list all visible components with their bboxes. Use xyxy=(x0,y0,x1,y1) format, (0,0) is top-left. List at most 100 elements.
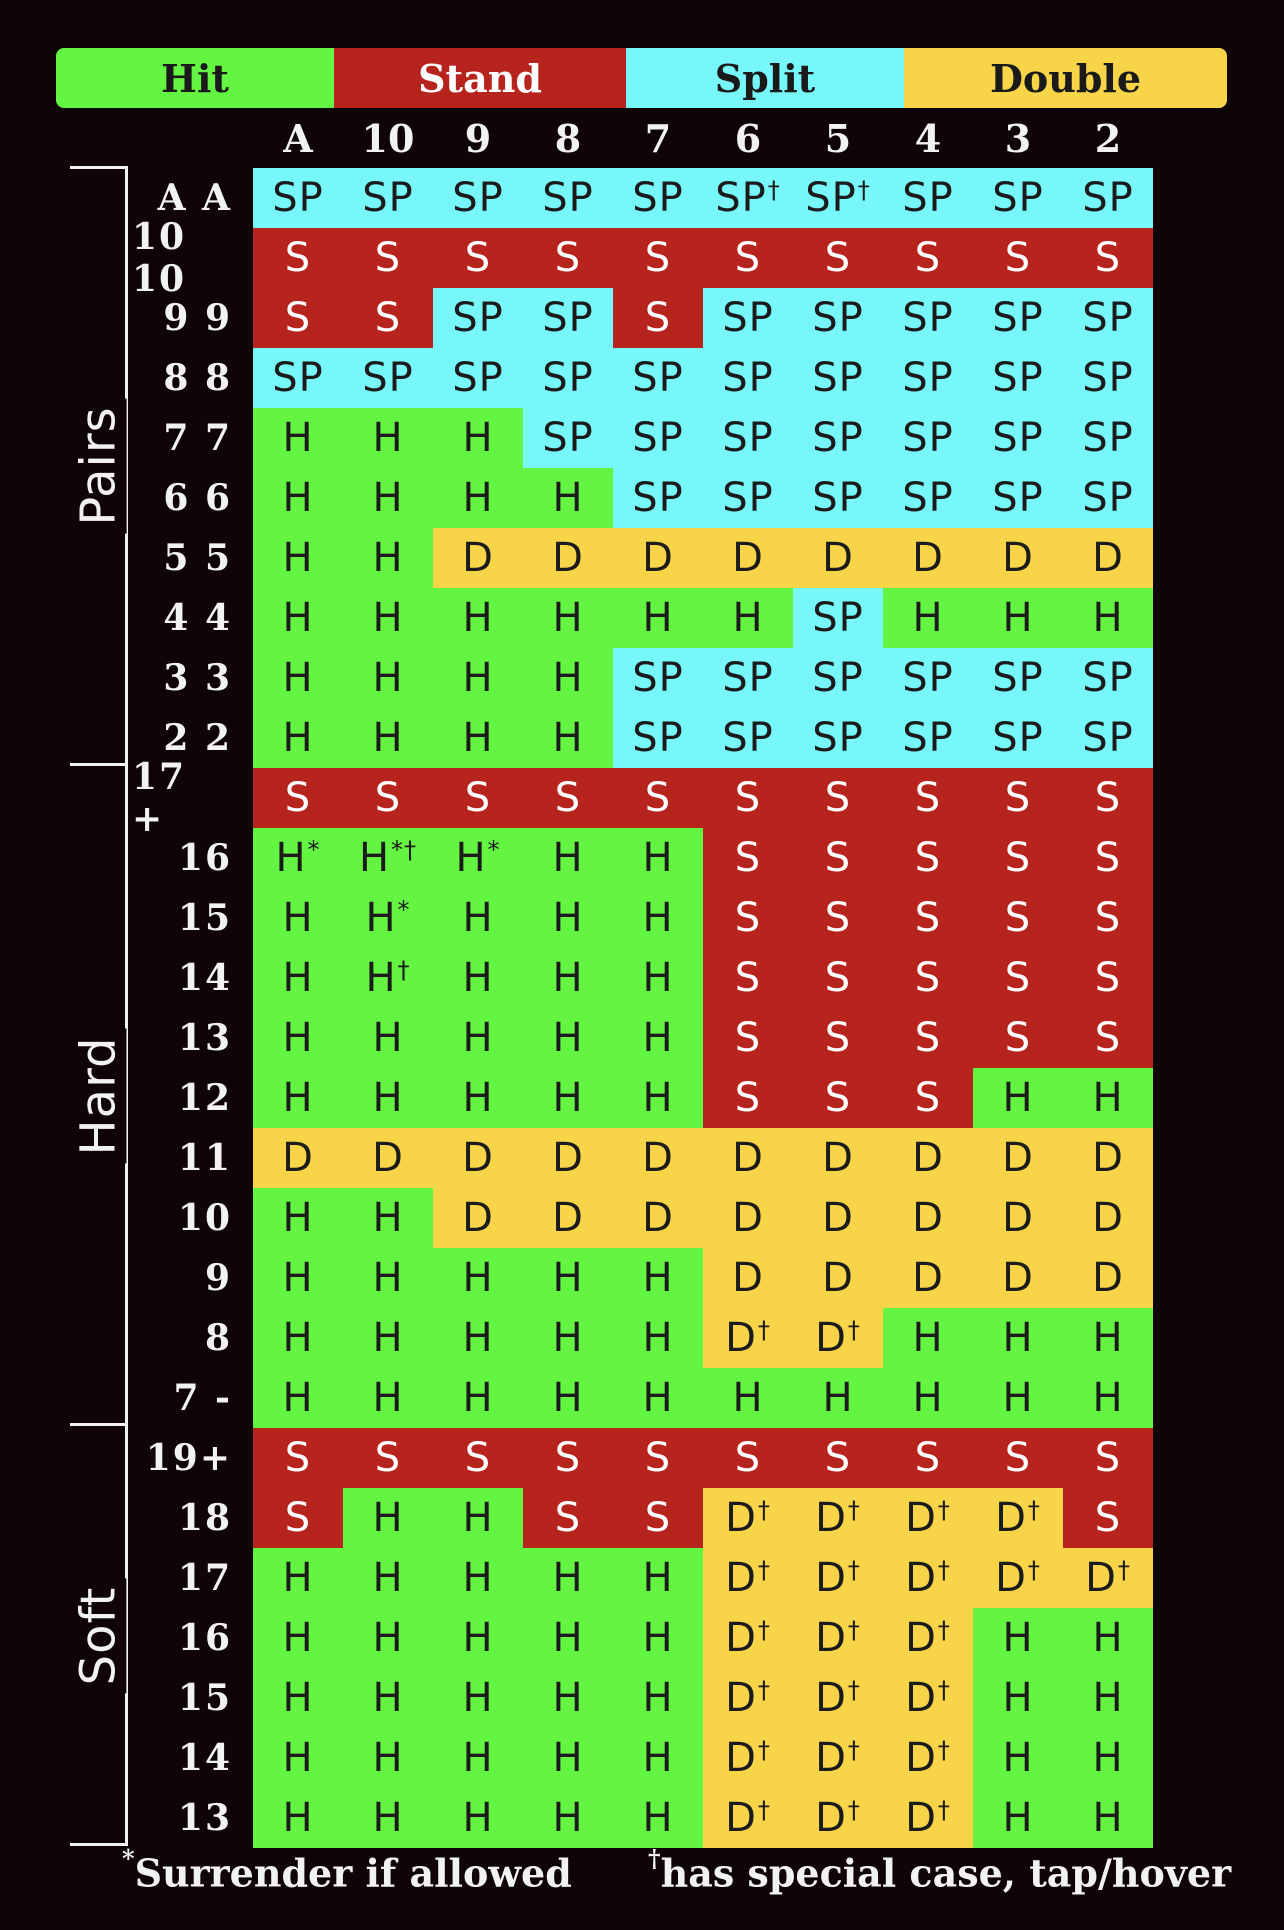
strategy-cell[interactable]: D xyxy=(973,1188,1063,1248)
strategy-cell[interactable]: H xyxy=(253,948,343,1008)
strategy-cell[interactable]: H xyxy=(343,708,433,768)
strategy-cell[interactable]: H xyxy=(523,1248,613,1308)
strategy-cell[interactable]: D xyxy=(1063,528,1153,588)
strategy-cell[interactable]: SP xyxy=(1063,348,1153,408)
strategy-cell[interactable]: SP xyxy=(433,348,523,408)
strategy-cell[interactable]: D † xyxy=(793,1668,883,1728)
strategy-cell[interactable]: H xyxy=(253,1668,343,1728)
strategy-cell[interactable]: S xyxy=(523,1428,613,1488)
strategy-cell[interactable]: H xyxy=(523,888,613,948)
strategy-cell[interactable]: SP xyxy=(613,468,703,528)
strategy-cell[interactable]: H xyxy=(433,648,523,708)
strategy-cell[interactable]: H xyxy=(613,1068,703,1128)
strategy-cell[interactable]: D † xyxy=(793,1488,883,1548)
strategy-cell[interactable]: S xyxy=(883,888,973,948)
strategy-cell[interactable]: D xyxy=(1063,1128,1153,1188)
strategy-cell[interactable]: S xyxy=(1063,1428,1153,1488)
strategy-cell[interactable]: D xyxy=(883,1248,973,1308)
strategy-cell[interactable]: D † xyxy=(703,1488,793,1548)
strategy-cell[interactable]: D xyxy=(343,1128,433,1188)
strategy-cell[interactable]: S xyxy=(973,888,1063,948)
strategy-cell[interactable]: H xyxy=(343,1668,433,1728)
strategy-cell[interactable]: SP xyxy=(883,408,973,468)
strategy-cell[interactable]: H xyxy=(343,648,433,708)
strategy-cell[interactable]: SP xyxy=(523,408,613,468)
strategy-cell[interactable]: SP xyxy=(703,708,793,768)
strategy-cell[interactable]: D † xyxy=(883,1548,973,1608)
strategy-cell[interactable]: D xyxy=(253,1128,343,1188)
strategy-cell[interactable]: S xyxy=(343,768,433,828)
strategy-cell[interactable]: D † xyxy=(793,1788,883,1848)
strategy-cell[interactable]: SP xyxy=(433,168,523,228)
strategy-cell[interactable]: S xyxy=(613,228,703,288)
strategy-cell[interactable]: H xyxy=(1063,1308,1153,1368)
strategy-cell[interactable]: H xyxy=(523,1668,613,1728)
strategy-cell[interactable]: S xyxy=(973,228,1063,288)
strategy-cell[interactable]: H xyxy=(433,708,523,768)
strategy-cell[interactable]: H xyxy=(973,588,1063,648)
strategy-cell[interactable]: S xyxy=(343,1428,433,1488)
strategy-cell[interactable]: H xyxy=(253,1728,343,1788)
strategy-cell[interactable]: H xyxy=(613,1248,703,1308)
strategy-cell[interactable]: H xyxy=(253,1188,343,1248)
strategy-cell[interactable]: H xyxy=(1063,1788,1153,1848)
strategy-cell[interactable]: SP xyxy=(793,288,883,348)
strategy-cell[interactable]: H xyxy=(433,1788,523,1848)
strategy-cell[interactable]: H xyxy=(523,588,613,648)
strategy-cell[interactable]: SP xyxy=(343,168,433,228)
strategy-cell[interactable]: S xyxy=(433,768,523,828)
strategy-cell[interactable]: SP xyxy=(1063,408,1153,468)
strategy-cell[interactable]: H * xyxy=(433,828,523,888)
strategy-cell[interactable]: H xyxy=(613,1608,703,1668)
strategy-cell[interactable]: S xyxy=(973,1428,1063,1488)
strategy-cell[interactable]: S xyxy=(1063,768,1153,828)
strategy-cell[interactable]: H xyxy=(433,1368,523,1428)
strategy-cell[interactable]: H xyxy=(613,888,703,948)
strategy-cell[interactable]: SP xyxy=(703,348,793,408)
strategy-cell[interactable]: D xyxy=(433,528,523,588)
strategy-cell[interactable]: H xyxy=(613,1008,703,1068)
strategy-cell[interactable]: SP xyxy=(1063,708,1153,768)
strategy-cell[interactable]: S xyxy=(883,1008,973,1068)
strategy-cell[interactable]: H xyxy=(973,1728,1063,1788)
strategy-cell[interactable]: S xyxy=(973,1008,1063,1068)
strategy-cell[interactable]: H xyxy=(433,1548,523,1608)
strategy-cell[interactable]: S xyxy=(793,228,883,288)
strategy-cell[interactable]: S xyxy=(883,828,973,888)
strategy-cell[interactable]: S xyxy=(973,768,1063,828)
strategy-cell[interactable]: H xyxy=(253,1368,343,1428)
strategy-cell[interactable]: SP xyxy=(883,288,973,348)
strategy-cell[interactable]: D † xyxy=(883,1488,973,1548)
strategy-cell[interactable]: H xyxy=(253,588,343,648)
strategy-cell[interactable]: SP xyxy=(523,168,613,228)
strategy-cell[interactable]: H xyxy=(253,648,343,708)
strategy-cell[interactable]: D xyxy=(973,1248,1063,1308)
strategy-cell[interactable]: SP xyxy=(793,348,883,408)
strategy-cell[interactable]: D xyxy=(883,1128,973,1188)
strategy-cell[interactable]: S xyxy=(703,228,793,288)
strategy-cell[interactable]: D xyxy=(793,528,883,588)
strategy-cell[interactable]: H xyxy=(523,648,613,708)
strategy-cell[interactable]: H xyxy=(343,1728,433,1788)
strategy-cell[interactable]: H xyxy=(883,588,973,648)
strategy-cell[interactable]: SP xyxy=(973,408,1063,468)
strategy-cell[interactable]: D † xyxy=(703,1308,793,1368)
strategy-cell[interactable]: D xyxy=(613,528,703,588)
strategy-cell[interactable]: H xyxy=(433,1728,523,1788)
strategy-cell[interactable]: H xyxy=(343,1068,433,1128)
strategy-cell[interactable]: D † xyxy=(793,1548,883,1608)
strategy-cell[interactable]: D † xyxy=(883,1608,973,1668)
strategy-cell[interactable]: SP xyxy=(973,468,1063,528)
strategy-cell[interactable]: H xyxy=(343,468,433,528)
strategy-cell[interactable]: D xyxy=(433,1188,523,1248)
strategy-cell[interactable]: H xyxy=(793,1368,883,1428)
strategy-cell[interactable]: D † xyxy=(703,1668,793,1728)
strategy-cell[interactable]: S xyxy=(793,948,883,1008)
strategy-cell[interactable]: S xyxy=(703,828,793,888)
strategy-cell[interactable]: H xyxy=(523,1008,613,1068)
strategy-cell[interactable]: SP xyxy=(253,348,343,408)
strategy-cell[interactable]: S xyxy=(703,1428,793,1488)
strategy-cell[interactable]: H xyxy=(253,1788,343,1848)
strategy-cell[interactable]: S xyxy=(253,288,343,348)
strategy-cell[interactable]: H † xyxy=(343,948,433,1008)
